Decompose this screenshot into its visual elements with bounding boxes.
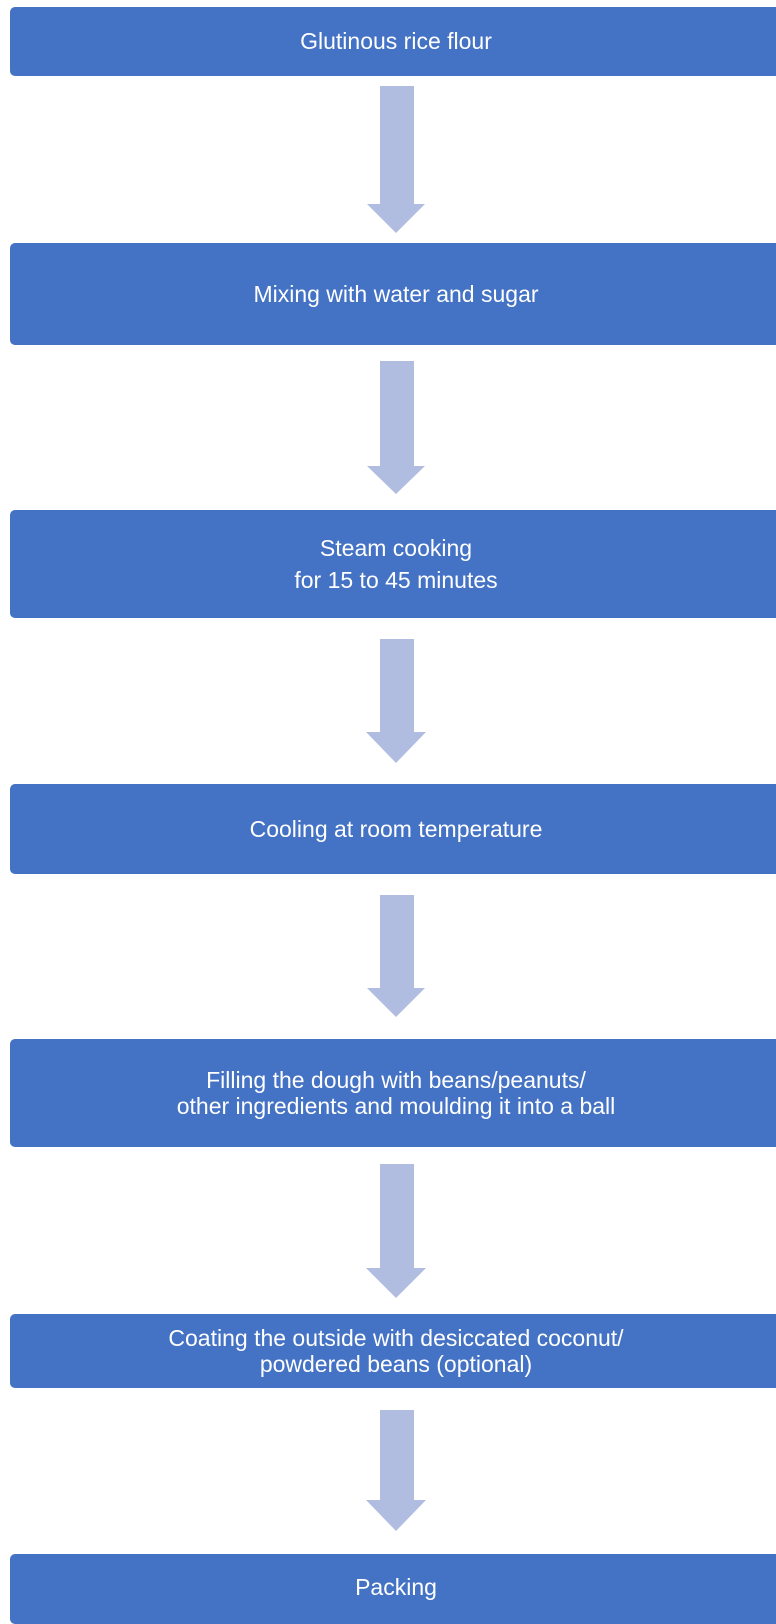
arrow — [367, 361, 425, 494]
step-box: Coating the outside with desiccated coco… — [10, 1314, 776, 1388]
step-text: Coating the outside with desiccated coco… — [168, 1324, 624, 1351]
step-text: Filling the dough with beans/peanuts/ — [206, 1066, 586, 1093]
step-box: Cooling at room temperature — [10, 784, 776, 874]
step-text: powdered beans (optional) — [259, 1351, 533, 1377]
step-text: Packing — [355, 1574, 437, 1600]
step-box: Packing — [10, 1554, 776, 1624]
arrow — [367, 895, 425, 1017]
arrow — [366, 1164, 426, 1298]
step-box: Steam cooking for 15 to 45 minutes — [10, 510, 776, 618]
step-box: Mixing with water and sugar — [10, 243, 776, 345]
step-text: for 15 to 45 minutes — [294, 567, 498, 593]
step-box: Glutinous rice flour — [10, 7, 776, 76]
step-text: Steam cooking — [319, 534, 473, 561]
arrow — [366, 639, 426, 763]
step-text: Cooling at room temperature — [249, 815, 543, 842]
step-text: other ingredients and moulding it into a… — [176, 1093, 616, 1119]
step-text: Mixing with water and sugar — [253, 280, 539, 307]
step-box: Filling the dough with beans/peanuts/oth… — [10, 1039, 776, 1147]
arrow — [367, 86, 425, 233]
arrow — [366, 1410, 426, 1531]
step-text: Glutinous rice flour — [300, 28, 492, 55]
